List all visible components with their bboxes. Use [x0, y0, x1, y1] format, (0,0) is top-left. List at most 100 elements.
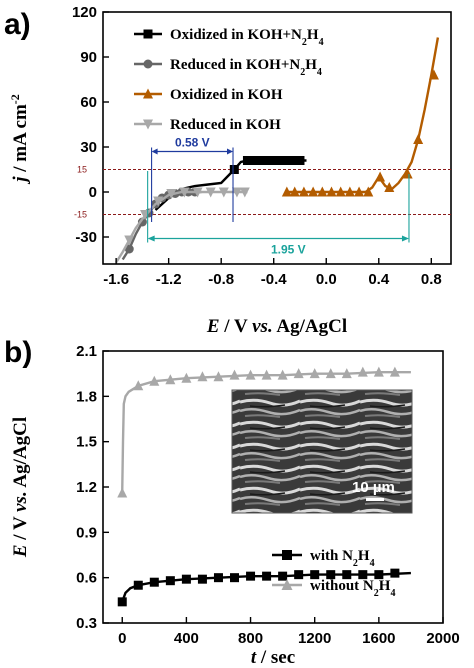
- chart-a: 15 -15 -1.6 -1.2 -0.8 -0.4 0.0 0.4 0.8 -30 0 30 60 9…: [8, 4, 452, 337]
- arrow-head: [401, 235, 409, 242]
- series-marker-0: [269, 156, 279, 165]
- series-marker-1: [149, 375, 160, 386]
- series-marker-0: [242, 156, 252, 165]
- series-marker-1: [213, 371, 224, 382]
- x-tick-label: -0.8: [208, 271, 234, 288]
- series-marker-1: [197, 371, 208, 382]
- series-marker-2: [375, 171, 386, 182]
- arrow-head: [227, 148, 234, 155]
- series-marker-0: [342, 570, 352, 580]
- gap-large-label: 1.95 V: [271, 243, 306, 257]
- series-marker-1: [357, 366, 368, 377]
- series-marker-2: [354, 186, 365, 197]
- legend-label: Oxidized in KOH: [170, 87, 283, 103]
- series-marker-1: [165, 374, 176, 385]
- y-tick-label: 0.3: [76, 615, 97, 632]
- series-marker-1: [389, 366, 400, 377]
- series-marker-3: [205, 187, 216, 198]
- series-marker-3: [153, 196, 164, 207]
- series-marker-0: [249, 156, 259, 165]
- series-marker-0: [262, 156, 272, 165]
- series-marker-2: [413, 134, 424, 144]
- series-marker-2: [402, 168, 413, 179]
- series-marker-1: [117, 487, 128, 498]
- series-marker-1: [373, 366, 384, 377]
- series-marker-0: [181, 574, 191, 584]
- series-marker-2: [289, 186, 300, 197]
- series-marker-3: [166, 189, 177, 199]
- series-marker-0: [229, 165, 239, 174]
- series-marker-0: [230, 573, 240, 583]
- x-tick-label: -0.4: [261, 271, 288, 288]
- legend-label: Reduced in KOH+N2H4: [170, 57, 322, 78]
- x-tick-label: 0.8: [421, 271, 442, 288]
- y-tick-label: 0.9: [76, 524, 97, 541]
- series-marker-2: [326, 186, 337, 197]
- series-marker-1: [341, 368, 352, 379]
- y-tick-label: 1.5: [76, 434, 97, 451]
- series-marker-2: [335, 186, 346, 197]
- series-marker-2: [384, 182, 395, 192]
- x-tick-label: 0.4: [368, 271, 390, 288]
- arrow-head: [151, 148, 158, 155]
- series-marker-3: [231, 187, 242, 198]
- series-line-3: [115, 190, 248, 264]
- legend-marker: [143, 119, 153, 130]
- y-tick-label: -30: [75, 229, 97, 246]
- series-marker-1: [325, 368, 336, 379]
- threshold-label: 15: [77, 165, 87, 175]
- chart-a-frame: [102, 11, 452, 265]
- panel-label-a: a): [4, 8, 31, 41]
- legend-marker: [143, 88, 153, 99]
- series-marker-0: [358, 570, 368, 580]
- x-tick-label: 0: [118, 630, 126, 647]
- series-marker-3: [124, 235, 135, 246]
- chart-b-xlabel: t / sec: [251, 647, 295, 668]
- series-marker-1: [277, 369, 288, 380]
- series-marker-0: [213, 573, 223, 583]
- series-marker-1: [229, 369, 240, 380]
- series-marker-1: [261, 369, 272, 380]
- legend-marker: [282, 550, 292, 560]
- series-marker-3: [192, 187, 203, 198]
- legend-marker: [143, 59, 153, 69]
- y-tick-label: 120: [72, 4, 97, 21]
- x-tick-label: 1600: [362, 630, 395, 647]
- series-marker-2: [428, 69, 439, 80]
- series-marker-1: [309, 368, 320, 379]
- x-tick-label: 0.0: [316, 271, 337, 288]
- series-marker-0: [278, 571, 288, 581]
- series-marker-0: [197, 574, 207, 584]
- legend-marker: [281, 579, 293, 590]
- y-tick-label: 0: [89, 184, 97, 201]
- series-marker-0: [149, 577, 159, 587]
- series-marker-0: [256, 156, 266, 165]
- legend-marker: [143, 29, 153, 39]
- chart-b: 10 µm 0 400 800 1200 1600 2000 0.3 0.6 0.9 1.2 1.5…: [10, 343, 460, 668]
- y-tick-label: 30: [80, 139, 97, 156]
- series-marker-1: [181, 372, 192, 383]
- x-tick-label: -1.2: [156, 271, 182, 288]
- series-marker-0: [117, 597, 127, 607]
- series-marker-2: [308, 186, 319, 197]
- sem-inset-image: 10 µm: [231, 389, 413, 514]
- chart-a-xlabel: E / V vs. Ag/AgCl: [206, 316, 347, 337]
- y-tick-label: 0.6: [76, 570, 97, 587]
- y-tick-label: 1.8: [76, 388, 97, 405]
- series-marker-3: [218, 187, 229, 198]
- series-marker-2: [298, 186, 309, 197]
- legend-label: Reduced in KOH: [170, 117, 281, 133]
- scale-bar: [366, 498, 384, 501]
- chart-b-ylabel: E / V vs. Ag/AgCl: [10, 417, 31, 558]
- series-marker-0: [310, 570, 320, 580]
- series-marker-2: [363, 186, 374, 197]
- chart-a-ylabel: j / mA cm-2: [8, 94, 31, 185]
- series-marker-1: [133, 380, 144, 391]
- legend-label: Oxidized in KOH+N2H4: [170, 27, 324, 48]
- y-tick-label: 2.1: [76, 343, 97, 360]
- series-marker-0: [390, 568, 400, 578]
- series-marker-3: [239, 187, 250, 198]
- series-marker-2: [317, 186, 328, 197]
- series-marker-1: [245, 369, 256, 380]
